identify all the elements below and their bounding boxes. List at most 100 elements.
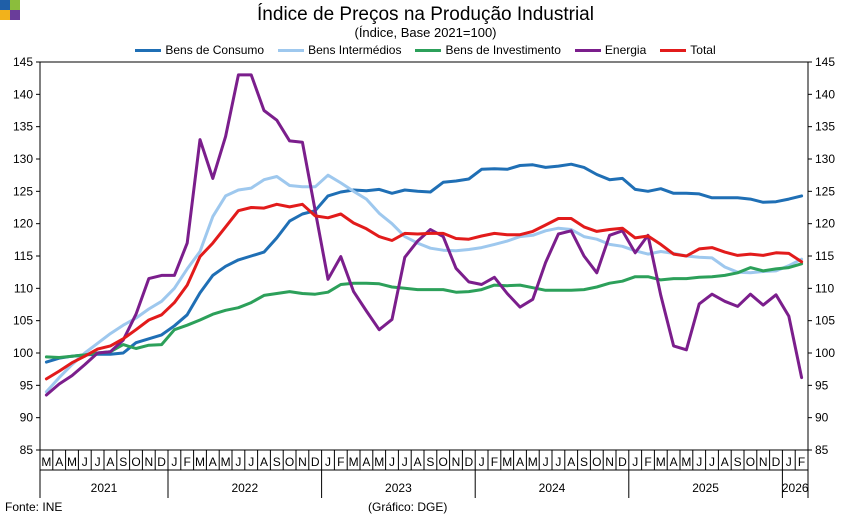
x-tick-label: M: [221, 455, 231, 469]
y-tick-label-right: 135: [815, 120, 835, 134]
x-tick-label: M: [502, 455, 512, 469]
y-tick-label-left: 105: [13, 314, 33, 328]
x-tick-label: J: [171, 455, 177, 469]
x-tick-label: J: [543, 455, 549, 469]
y-tick-label-right: 125: [815, 184, 835, 198]
legend-label: Bens Intermédios: [308, 43, 402, 57]
x-tick-label: J: [786, 455, 792, 469]
x-tick-label: A: [260, 455, 268, 469]
x-tick-label: M: [528, 455, 538, 469]
x-tick-label: J: [82, 455, 88, 469]
x-tick-label: M: [41, 455, 51, 469]
y-tick-label-right: 105: [815, 314, 835, 328]
x-tick-label: N: [452, 455, 461, 469]
chart-title: Índice de Preços na Produção Industrial: [257, 4, 594, 25]
y-tick-label-left: 140: [13, 87, 33, 101]
credit-note: (Gráfico: DGE): [368, 500, 448, 514]
x-tick-label: A: [721, 455, 729, 469]
x-tick-label: J: [389, 455, 395, 469]
y-tick-label-left: 135: [13, 120, 33, 134]
x-tick-label: D: [464, 455, 473, 469]
y-tick-label-left: 145: [13, 55, 33, 69]
x-tick-label: J: [632, 455, 638, 469]
x-tick-label: O: [746, 455, 755, 469]
series-line-bens-interm-dios: [44, 173, 804, 394]
x-tick-label: J: [95, 455, 101, 469]
logo-icon: [0, 0, 20, 20]
legend-item: Bens Intermédios: [278, 43, 401, 57]
legend-item: Total: [660, 43, 716, 57]
x-tick-label: A: [362, 455, 370, 469]
x-tick-label: J: [555, 455, 561, 469]
year-label: 2022: [231, 481, 258, 495]
x-tick-label: N: [605, 455, 614, 469]
y-tick-label-left: 85: [20, 443, 34, 457]
y-tick-label-left: 115: [14, 249, 33, 263]
x-tick-label: F: [491, 455, 498, 469]
chart-legend: Bens de Consumo Bens Intermédios Bens de I…: [0, 43, 851, 57]
x-tick-label: M: [349, 455, 359, 469]
y-tick-label-left: 120: [13, 217, 33, 231]
x-tick-label: M: [374, 455, 384, 469]
x-tick-label: N: [298, 455, 307, 469]
x-tick-label: J: [325, 455, 331, 469]
logo-square-2: [10, 0, 20, 10]
y-tick-label-right: 90: [815, 411, 829, 425]
x-tick-label: A: [516, 455, 524, 469]
x-tick-label: A: [55, 455, 63, 469]
x-tick-label: O: [285, 455, 294, 469]
y-tick-label-right: 95: [815, 378, 829, 392]
x-tick-label: J: [402, 455, 408, 469]
x-tick-label: D: [157, 455, 166, 469]
y-tick-label-left: 130: [13, 152, 33, 166]
y-tick-label-right: 85: [815, 443, 829, 457]
x-tick-label: F: [798, 455, 805, 469]
x-tick-label: D: [772, 455, 781, 469]
chart-subtitle: (Índice, Base 2021=100): [354, 25, 497, 40]
x-tick-label: A: [567, 455, 575, 469]
y-tick-label-right: 115: [815, 249, 834, 263]
legend-swatch: [135, 48, 162, 52]
legend-item: Bens de Investimento: [415, 43, 561, 57]
legend-label: Total: [690, 43, 716, 57]
source-note: Fonte: INE: [5, 500, 63, 514]
year-label: 2023: [385, 481, 412, 495]
y-tick-label-right: 140: [815, 87, 835, 101]
x-tick-label: A: [209, 455, 217, 469]
x-tick-label: N: [144, 455, 153, 469]
x-tick-label: S: [119, 455, 127, 469]
legend-swatch: [574, 48, 601, 52]
y-tick-label-left: 95: [20, 378, 34, 392]
x-tick-label: M: [681, 455, 691, 469]
year-label: 2021: [91, 481, 118, 495]
logo-square-4: [10, 10, 20, 20]
x-tick-label: J: [235, 455, 241, 469]
x-tick-label: J: [696, 455, 702, 469]
x-tick-label: S: [426, 455, 434, 469]
year-label: 2024: [539, 481, 566, 495]
y-tick-label-right: 120: [815, 217, 835, 231]
x-tick-label: D: [311, 455, 320, 469]
y-tick-label-left: 125: [13, 184, 33, 198]
x-tick-label: F: [184, 455, 191, 469]
x-tick-label: O: [131, 455, 140, 469]
logo-square-3: [0, 10, 10, 20]
x-tick-label: A: [414, 455, 422, 469]
x-tick-label: J: [248, 455, 254, 469]
legend-label: Bens de Investimento: [445, 43, 561, 57]
x-tick-label: D: [618, 455, 627, 469]
x-tick-label: O: [592, 455, 601, 469]
x-tick-label: M: [195, 455, 205, 469]
x-tick-label: O: [439, 455, 448, 469]
y-tick-label-right: 100: [815, 346, 835, 360]
series-line-bens-de-consumo: [44, 162, 804, 364]
x-tick-label: F: [644, 455, 651, 469]
year-label: 2026: [782, 481, 809, 495]
y-tick-label-left: 100: [13, 346, 33, 360]
x-tick-label: S: [273, 455, 281, 469]
legend-swatch: [415, 48, 442, 52]
legend-swatch: [278, 48, 305, 52]
legend-label: Bens de Consumo: [165, 43, 265, 57]
x-tick-label: S: [580, 455, 588, 469]
